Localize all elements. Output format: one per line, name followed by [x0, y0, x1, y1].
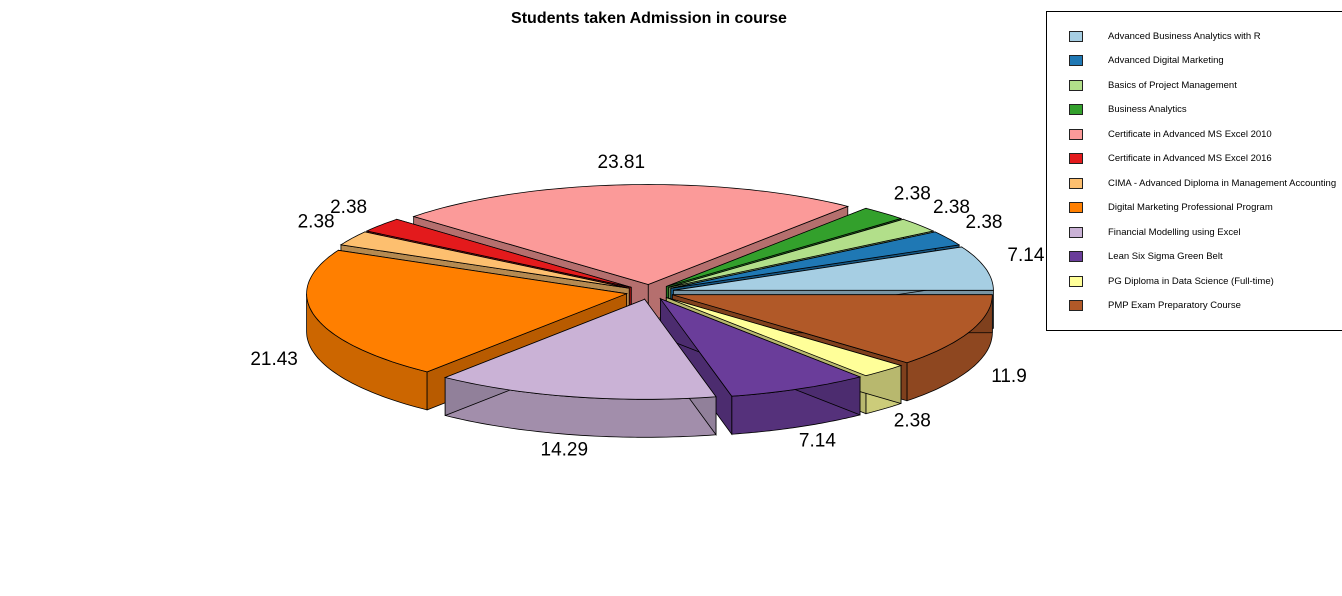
pie-slice-1	[673, 246, 994, 291]
legend-item: Advanced Digital Marketing	[1069, 54, 1224, 68]
legend-item: Financial Modelling using Excel	[1069, 225, 1241, 239]
legend-item: Digital Marketing Professional Program	[1069, 201, 1273, 215]
slice-value-label: 11.9	[991, 366, 1027, 387]
legend-swatch	[1069, 153, 1083, 164]
slice-value-label: 21.43	[250, 349, 298, 370]
pie-slice-10	[659, 297, 862, 397]
pie-slice-11	[666, 297, 903, 377]
legend-label: Certificate in Advanced MS Excel 2010	[1108, 128, 1272, 140]
legend-label: Digital Marketing Professional Program	[1108, 202, 1273, 213]
slice-value-label: 2.38	[298, 212, 335, 233]
pie-slice-12	[672, 294, 993, 364]
slice-value-label: 23.81	[598, 152, 646, 173]
legend-label: CIMA - Advanced Diploma in Management Ac…	[1108, 177, 1337, 189]
legend-label: Lean Six Sigma Green Belt	[1108, 251, 1223, 262]
legend-item: Business Analytics	[1069, 103, 1187, 117]
slice-value-label: 2.38	[330, 197, 367, 218]
legend-label: Business Analytics	[1108, 104, 1187, 115]
pie-slice-5	[412, 184, 850, 285]
legend-swatch	[1069, 226, 1083, 238]
pie-slice-4	[666, 207, 903, 287]
slice-value-label: 7.14	[1007, 245, 1044, 266]
pie-slice-7	[339, 231, 630, 289]
legend-item: Lean Six Sigma Green Belt	[1069, 250, 1223, 264]
legend-swatch	[1069, 177, 1083, 189]
pie-slice-2	[670, 231, 961, 289]
legend-swatch	[1069, 55, 1083, 66]
legend-swatch	[1069, 104, 1083, 115]
legend-item: Certificate in Advanced MS Excel 2010	[1069, 127, 1272, 141]
legend-swatch	[1069, 275, 1083, 287]
legend-item: Advanced Business Analytics with R	[1069, 29, 1261, 43]
legend-item: Basics of Project Management	[1069, 78, 1237, 92]
legend-label: PG Diploma in Data Science (Full-time)	[1108, 275, 1274, 287]
pie-slice-9	[443, 298, 717, 400]
slice-value-label: 2.38	[894, 184, 931, 205]
pie-tops	[306, 184, 994, 400]
slice-value-label: 2.38	[894, 410, 931, 431]
pie-slice-3	[668, 218, 935, 288]
legend-item: CIMA - Advanced Diploma in Management Ac…	[1069, 176, 1336, 190]
slice-value-label: 2.38	[966, 212, 1003, 233]
chart-legend: Advanced Business Analytics with R Advanc…	[1046, 11, 1342, 331]
chart-title: Students taken Admission in course	[511, 10, 787, 27]
legend-label: Certificate in Advanced MS Excel 2016	[1108, 153, 1272, 164]
pie-slice-8	[306, 249, 629, 373]
legend-swatch	[1069, 128, 1083, 140]
slice-value-label: 14.29	[541, 440, 589, 461]
legend-swatch	[1069, 300, 1083, 311]
legend-swatch	[1069, 79, 1083, 91]
legend-label: Advanced Business Analytics with R	[1108, 30, 1261, 42]
legend-label: Advanced Digital Marketing	[1108, 55, 1224, 66]
legend-swatch	[1069, 202, 1083, 213]
legend-item: Certificate in Advanced MS Excel 2016	[1069, 152, 1272, 166]
slice-value-label: 2.38	[933, 197, 970, 218]
legend-item: PMP Exam Preparatory Course	[1069, 299, 1241, 313]
pie-slice-6	[365, 218, 632, 288]
legend-label: Basics of Project Management	[1108, 79, 1237, 91]
legend-item: PG Diploma in Data Science (Full-time)	[1069, 274, 1274, 288]
legend-label: Financial Modelling using Excel	[1108, 226, 1241, 238]
legend-swatch	[1069, 251, 1083, 262]
slice-value-label: 7.14	[799, 431, 836, 452]
legend-swatch	[1069, 30, 1083, 42]
legend-label: PMP Exam Preparatory Course	[1108, 300, 1241, 311]
